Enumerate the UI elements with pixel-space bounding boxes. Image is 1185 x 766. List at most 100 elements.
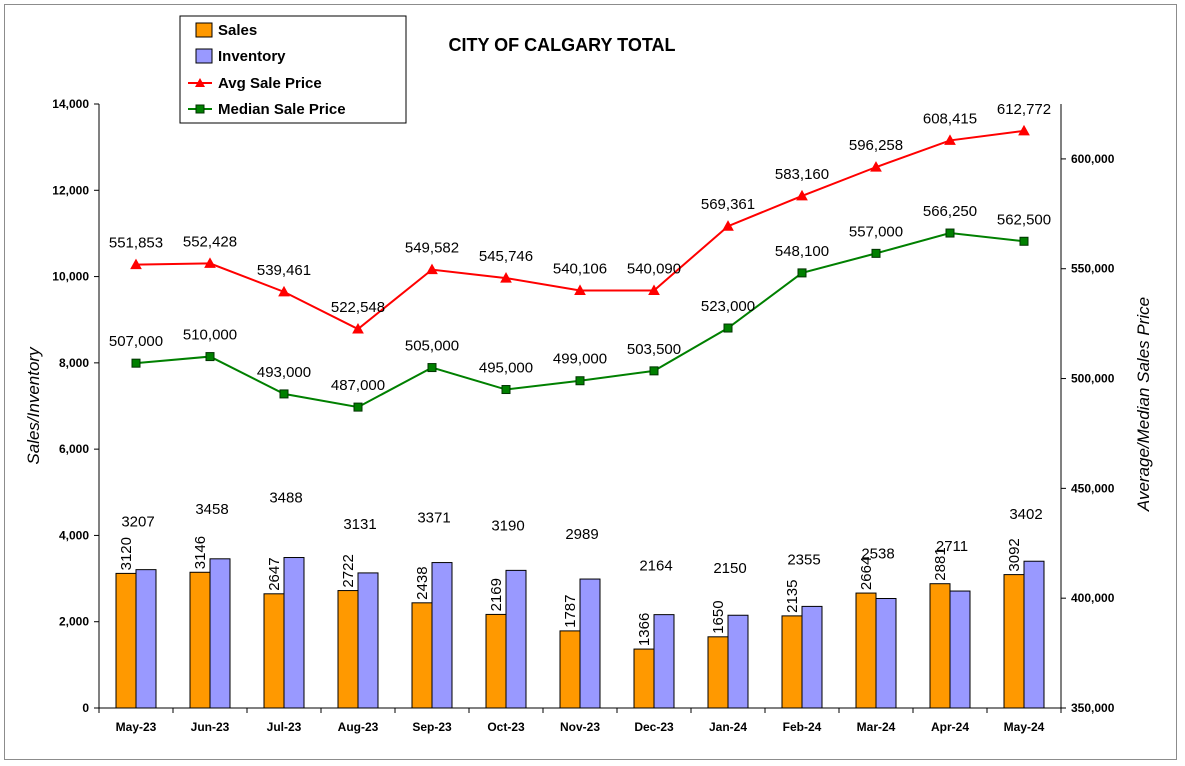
avg-price-marker	[278, 285, 290, 297]
inventory-data-label: 3371	[417, 510, 450, 527]
avg-price-marker	[130, 258, 142, 270]
avg-price-marker	[1018, 124, 1030, 136]
left-tick-label: 14,000	[52, 97, 89, 111]
avg-price-data-label: 583,160	[775, 166, 829, 183]
sales-data-label: 2664	[858, 557, 875, 590]
sales-bar	[1003, 574, 1025, 709]
median-price-marker	[131, 358, 141, 368]
avg-price-marker	[870, 161, 882, 172]
avg-price-marker	[500, 272, 512, 283]
left-axis-title: Sales/Inventory	[24, 346, 43, 465]
inventory-data-label: 3190	[491, 517, 524, 534]
sales-data-label: 1366	[636, 613, 653, 646]
inventory-data-label: 2164	[639, 558, 672, 575]
inventory-data-label: 3488	[269, 490, 302, 507]
median-price-data-label: 505,000	[405, 338, 459, 355]
legend-label-inventory: Inventory	[218, 48, 286, 65]
right-axis-title: Average/Median Sales Price	[1134, 297, 1153, 512]
sales-data-label: 2647	[266, 557, 283, 590]
inventory-data-label: 2150	[713, 560, 746, 577]
avg-price-data-label: 545,746	[479, 248, 533, 265]
right-tick-label: 450,000	[1071, 481, 1115, 495]
x-tick-label: May-24	[1004, 720, 1045, 734]
inventory-bar	[505, 569, 527, 709]
x-tick-label: Feb-24	[783, 720, 822, 734]
sales-data-label: 3120	[118, 537, 135, 570]
median-price-marker	[945, 228, 955, 238]
legend-swatch-sales	[195, 22, 213, 38]
sales-data-label: 2438	[414, 566, 431, 599]
median-price-marker	[353, 402, 363, 412]
x-tick-label: Nov-23	[560, 720, 600, 734]
inventory-data-label: 3458	[195, 501, 228, 518]
median-price-marker	[1019, 236, 1029, 246]
median-price-data-label: 507,000	[109, 333, 163, 350]
inventory-bar	[357, 572, 379, 709]
inventory-bar	[875, 598, 897, 709]
left-tick-label: 4,000	[59, 528, 89, 542]
avg-price-data-label: 552,428	[183, 233, 237, 250]
inventory-data-label: 3402	[1009, 506, 1042, 523]
inventory-bar	[1023, 560, 1045, 709]
avg-price-marker	[204, 257, 216, 268]
median-price-data-label: 562,500	[997, 211, 1051, 228]
sales-bar	[781, 615, 803, 709]
avg-price-marker	[796, 189, 808, 201]
avg-price-data-label: 549,582	[405, 240, 459, 257]
avg-price-marker	[352, 322, 364, 334]
median-price-data-label: 523,000	[701, 298, 755, 315]
sales-data-label: 2722	[340, 554, 357, 587]
sales-bar	[115, 572, 137, 709]
inventory-bar	[209, 558, 231, 709]
median-price-data-label: 557,000	[849, 223, 903, 240]
median-price-data-label: 548,100	[775, 243, 829, 260]
avg-price-data-label: 540,090	[627, 260, 681, 277]
sales-bar	[633, 648, 655, 709]
x-tick-label: May-23	[116, 720, 157, 734]
right-tick-label: 550,000	[1071, 262, 1115, 276]
inventory-data-label: 2711	[936, 538, 968, 555]
sales-bar	[559, 630, 581, 709]
avg-price-data-label: 522,548	[331, 299, 385, 316]
inventory-bar	[727, 614, 749, 709]
sales-bar	[189, 571, 211, 709]
sales-data-label: 3092	[1006, 538, 1023, 571]
inventory-bar	[431, 562, 453, 709]
legend-swatch-inventory	[195, 48, 213, 64]
inventory-data-label: 2538	[861, 546, 894, 563]
sales-bar	[263, 593, 285, 709]
sales-data-label: 1787	[562, 595, 579, 628]
left-tick-label: 10,000	[52, 270, 89, 284]
sales-bar	[929, 583, 951, 709]
inventory-data-label: 3131	[343, 516, 376, 533]
avg-price-marker	[944, 134, 956, 145]
median-price-data-label: 510,000	[183, 327, 237, 344]
legend-marker-median-price	[195, 104, 205, 114]
inventory-data-label: 3207	[121, 514, 154, 531]
avg-price-data-label: 551,853	[109, 235, 163, 252]
left-tick-label: 0	[82, 701, 89, 715]
right-tick-label: 400,000	[1071, 591, 1115, 605]
left-tick-label: 12,000	[52, 183, 89, 197]
sales-data-label: 2881	[932, 547, 949, 580]
sales-bar	[855, 592, 877, 709]
inventory-bar	[283, 557, 305, 709]
median-price-data-label: 487,000	[331, 377, 385, 394]
avg-price-data-label: 540,106	[553, 260, 607, 277]
avg-price-data-label: 608,415	[923, 110, 977, 127]
avg-price-data-label: 612,772	[997, 101, 1051, 118]
sales-data-label: 2169	[488, 578, 505, 611]
median-price-marker	[501, 385, 511, 395]
median-price-marker	[871, 248, 881, 258]
legend-box	[179, 15, 407, 124]
right-tick-label: 600,000	[1071, 152, 1115, 166]
inventory-bar	[653, 614, 675, 709]
legend-label-avg-price: Avg Sale Price	[218, 75, 322, 92]
inventory-bar	[949, 590, 971, 709]
legend-marker-avg-price	[195, 78, 205, 87]
x-tick-label: Apr-24	[931, 720, 969, 734]
median-price-marker	[575, 376, 585, 386]
x-tick-label: Sep-23	[412, 720, 452, 734]
left-tick-label: 8,000	[59, 356, 89, 370]
